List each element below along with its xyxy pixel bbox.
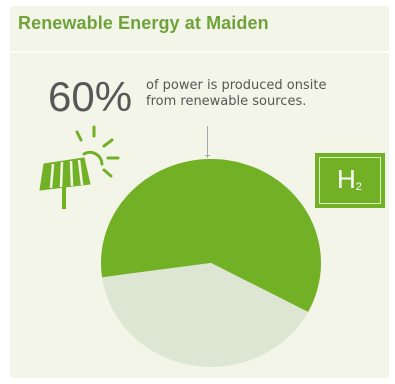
title-divider — [10, 51, 389, 53]
sun-ray-icon — [102, 138, 114, 148]
solar-panel-icon — [39, 125, 120, 209]
sun-arc-icon — [82, 150, 104, 166]
h2-label: H2 — [337, 165, 362, 201]
pie-chart — [101, 158, 321, 367]
h2-symbol: H — [337, 164, 356, 194]
stat-description: of power is produced onsite from renewab… — [146, 78, 326, 110]
page-title: Renewable Energy at Maiden — [18, 13, 269, 33]
stat-description-line-2: from renewable sources. — [146, 94, 307, 109]
hydrogen-h2-icon: H2 — [315, 153, 385, 208]
pointer-tick — [205, 155, 210, 156]
sun-ray-icon — [75, 130, 83, 142]
stat-description-line-1: of power is produced onsite — [146, 78, 327, 93]
pie-slice-1 — [101, 158, 321, 312]
renewable-percentage: 60% — [48, 73, 133, 120]
h2-inner-border — [319, 157, 381, 204]
panel-stand-icon — [62, 187, 66, 209]
pointer-line — [207, 126, 208, 158]
panel-body-icon — [39, 157, 91, 191]
h2-subscript: 2 — [355, 181, 362, 193]
pie-slice-2 — [102, 263, 309, 367]
sun-ray-icon — [102, 168, 113, 178]
